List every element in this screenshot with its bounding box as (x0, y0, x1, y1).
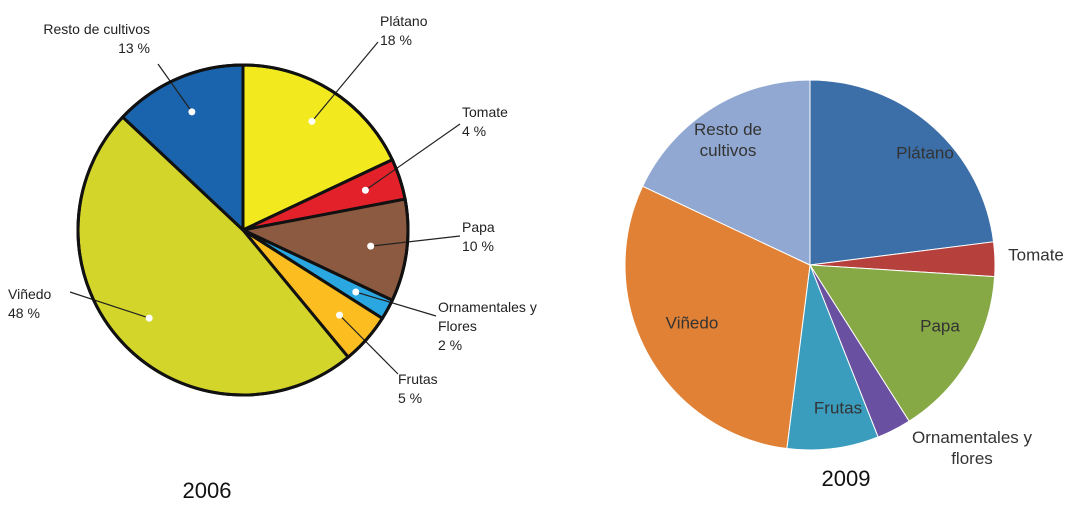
value-label: 18 % (380, 32, 412, 48)
category-label: Plátano (896, 143, 954, 163)
leader-dot (145, 314, 153, 322)
slice-label: Tomate (991, 245, 1077, 266)
leader-line (339, 314, 399, 375)
pie-slice (624, 185, 811, 450)
slice-label: Viñedo 48 % (8, 285, 78, 323)
category-label: Resto de cultivos (693, 120, 763, 160)
chart-title: 2006 (182, 478, 232, 503)
value-label: 48 % (8, 305, 40, 321)
category-label: Frutas (398, 371, 438, 387)
category-label: Tomate (1008, 245, 1064, 265)
leader-line (365, 123, 461, 191)
category-label: Ornamentales y flores (912, 428, 1032, 468)
value-label: 13 % (118, 40, 150, 56)
category-label: Frutas (813, 398, 863, 418)
value-label: 10 % (462, 238, 494, 254)
slice-label: Ornamentales y Flores 2 % (438, 298, 563, 355)
leader-line (370, 235, 461, 247)
leader-line (311, 41, 379, 122)
pie-outline (76, 63, 410, 397)
leader-dot (367, 242, 375, 250)
leader-dot (308, 117, 316, 125)
leader-line (69, 291, 150, 319)
slice-label: Frutas (798, 398, 878, 419)
category-label: Resto de cultivos (43, 21, 150, 37)
pie-slice (809, 264, 996, 422)
category-label: Viñedo (665, 313, 719, 333)
slice-label: Plátano 18 % (380, 12, 470, 50)
leader-dot (336, 311, 344, 319)
category-label: Ornamentales y Flores (438, 299, 537, 334)
leader-dot (352, 288, 360, 296)
leader-line (157, 63, 193, 113)
slice-label: Frutas 5 % (398, 370, 468, 408)
leader-line (355, 291, 437, 317)
slice-label: Papa 10 % (462, 218, 532, 256)
slice-label: Viñedo (647, 313, 737, 334)
slice-label: Ornamentales y flores (897, 427, 1047, 469)
category-label: Papa (462, 219, 495, 235)
slice-label: Resto de cultivos 13 % (8, 20, 150, 58)
pie-slice (809, 79, 995, 266)
slice-label: Papa (900, 316, 980, 337)
chart-title: 2009 (821, 466, 871, 491)
pie-slice (641, 79, 811, 266)
category-label: Plátano (380, 13, 428, 29)
value-label: 2 % (438, 337, 463, 353)
leader-dot (188, 108, 196, 116)
category-label: Tomate (462, 104, 508, 120)
slice-label: Tomate 4 % (462, 103, 542, 141)
leader-dot (361, 186, 369, 194)
category-label: Papa (920, 316, 960, 336)
category-label: Viñedo (8, 286, 52, 302)
value-label: 5 % (398, 390, 423, 406)
slice-label: Plátano (875, 143, 975, 164)
pie-slice (786, 264, 879, 451)
value-label: 4 % (462, 123, 487, 139)
slice-label: Resto de cultivos (673, 119, 783, 161)
